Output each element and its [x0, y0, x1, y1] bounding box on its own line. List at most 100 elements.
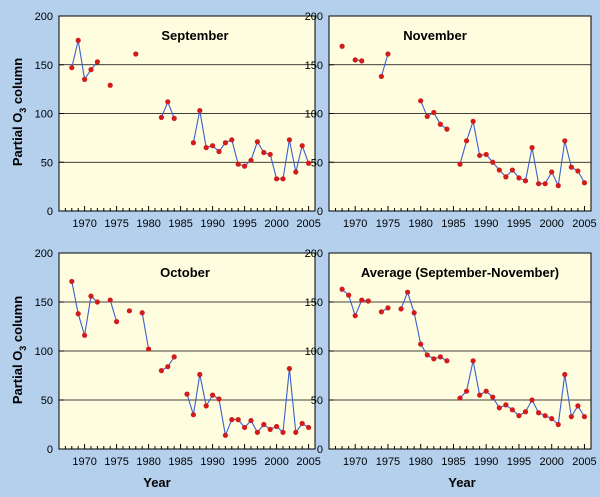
- x-tick-label: 1980: [408, 456, 432, 468]
- data-point: [463, 138, 470, 144]
- data-point: [352, 313, 358, 319]
- data-point: [280, 176, 286, 182]
- data-point: [457, 395, 463, 401]
- x-tick-label: 1990: [200, 456, 224, 468]
- data-point: [88, 67, 94, 73]
- data-point: [509, 167, 515, 173]
- data-point: [490, 394, 496, 400]
- data-point: [254, 139, 260, 145]
- x-tick-label: 1995: [232, 218, 256, 230]
- data-point: [470, 358, 476, 364]
- x-tick-label: 1990: [474, 456, 498, 468]
- data-point: [165, 99, 171, 105]
- y-tick-label: 100: [305, 109, 323, 121]
- y-tick-label: 0: [317, 444, 323, 456]
- data-point: [581, 180, 588, 186]
- data-point: [248, 157, 254, 163]
- data-point: [274, 176, 280, 182]
- x-tick-label: 1970: [72, 456, 96, 468]
- data-point: [235, 161, 241, 167]
- data-point: [503, 402, 509, 408]
- y-tick-label: 100: [305, 346, 323, 358]
- y-tick-label: 0: [317, 206, 323, 218]
- y-tick-label: 150: [35, 297, 53, 309]
- x-tick-label: 1970: [343, 456, 367, 468]
- data-point: [88, 293, 94, 299]
- x-tick-label: 1975: [104, 218, 128, 230]
- data-point: [69, 278, 75, 285]
- data-point: [286, 366, 292, 372]
- data-point: [339, 43, 345, 49]
- y-tick-label: 150: [305, 297, 323, 309]
- data-point: [197, 107, 203, 114]
- data-point: [242, 163, 248, 169]
- data-point: [575, 403, 581, 409]
- data-point: [405, 289, 411, 295]
- data-point: [82, 76, 88, 82]
- y-axis-label-bottom: Partial O3 column: [10, 296, 28, 404]
- x-tick-label: 1975: [376, 218, 400, 230]
- data-point: [581, 414, 588, 420]
- data-point: [286, 137, 292, 143]
- x-tick-label: 2005: [296, 218, 320, 230]
- x-tick-label: 1990: [474, 218, 498, 230]
- x-tick-label: 2000: [264, 456, 288, 468]
- data-point: [254, 429, 260, 435]
- x-tick-label: 2005: [572, 218, 596, 230]
- data-point: [457, 161, 463, 167]
- data-point: [431, 109, 437, 116]
- y-tick-label: 200: [305, 11, 323, 23]
- y-tick-label: 100: [35, 109, 53, 121]
- data-point: [522, 178, 529, 184]
- data-point: [549, 416, 555, 422]
- y-axis-label-top: Partial O3 column: [10, 58, 28, 166]
- data-point: [444, 126, 450, 132]
- y-tick-label: 50: [41, 157, 53, 169]
- data-point: [216, 396, 222, 402]
- data-point: [496, 405, 502, 411]
- data-point: [470, 118, 476, 124]
- data-point: [385, 305, 391, 311]
- data-point: [242, 424, 248, 431]
- data-point: [339, 286, 345, 292]
- x-tick-label: 1980: [408, 218, 432, 230]
- data-point: [378, 73, 384, 80]
- data-point: [575, 168, 581, 174]
- data-point: [516, 413, 522, 419]
- x-tick-label: 1975: [104, 456, 128, 468]
- x-tick-label: 1995: [232, 456, 256, 468]
- data-point: [158, 368, 164, 374]
- y-tick-label: 200: [305, 248, 323, 260]
- data-point: [158, 114, 164, 120]
- y-tick-label: 0: [47, 444, 53, 456]
- data-point: [509, 407, 515, 413]
- y-tick-label: 200: [35, 248, 53, 260]
- data-point: [190, 140, 196, 146]
- y-tick-label: 200: [35, 11, 53, 23]
- data-point: [542, 413, 548, 419]
- data-point: [139, 310, 145, 316]
- x-tick-label: 1995: [507, 456, 531, 468]
- data-point: [197, 371, 203, 378]
- y-tick-label: 100: [35, 346, 53, 358]
- data-point: [126, 308, 132, 314]
- chart-panel-2: 0 50 100 150 200 1970 1975 1980 1985 1990 1995 2000…: [305, 11, 597, 230]
- data-point: [444, 358, 450, 364]
- data-point: [274, 423, 280, 430]
- data-point: [549, 169, 555, 175]
- data-point: [378, 309, 384, 315]
- x-tick-label: 1970: [343, 218, 367, 230]
- x-tick-label: 1980: [136, 456, 160, 468]
- data-point: [424, 113, 430, 120]
- data-point: [222, 432, 228, 438]
- data-point: [210, 392, 216, 398]
- x-tick-label: 2005: [296, 456, 320, 468]
- data-point: [94, 299, 100, 305]
- data-point: [536, 181, 542, 187]
- x-tick-label: 1980: [136, 218, 160, 230]
- y-tick-label: 150: [35, 60, 53, 72]
- data-point: [75, 37, 81, 43]
- data-point: [184, 391, 190, 397]
